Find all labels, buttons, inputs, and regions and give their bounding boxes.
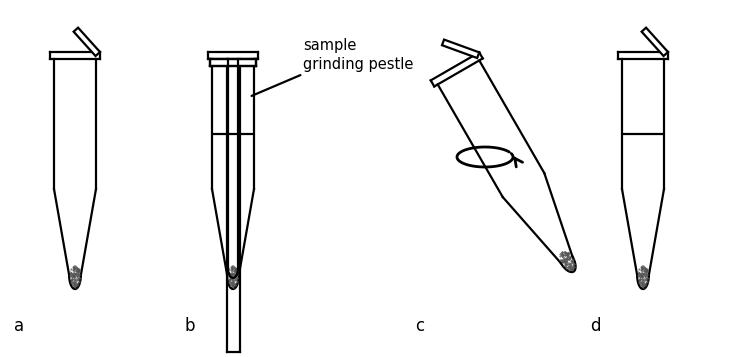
Text: sample
grinding pestle: sample grinding pestle [303,39,414,72]
Text: b: b [184,317,194,335]
Polygon shape [642,27,668,56]
Polygon shape [618,52,668,59]
Polygon shape [438,60,576,272]
Polygon shape [54,59,96,289]
Text: c: c [415,317,424,335]
Text: d: d [590,317,601,335]
Text: a: a [14,317,24,335]
Polygon shape [622,59,664,289]
Polygon shape [208,52,258,59]
Polygon shape [210,59,256,66]
Polygon shape [442,40,479,58]
Polygon shape [74,27,100,56]
Polygon shape [212,59,254,289]
Polygon shape [431,52,483,86]
Polygon shape [50,52,100,59]
